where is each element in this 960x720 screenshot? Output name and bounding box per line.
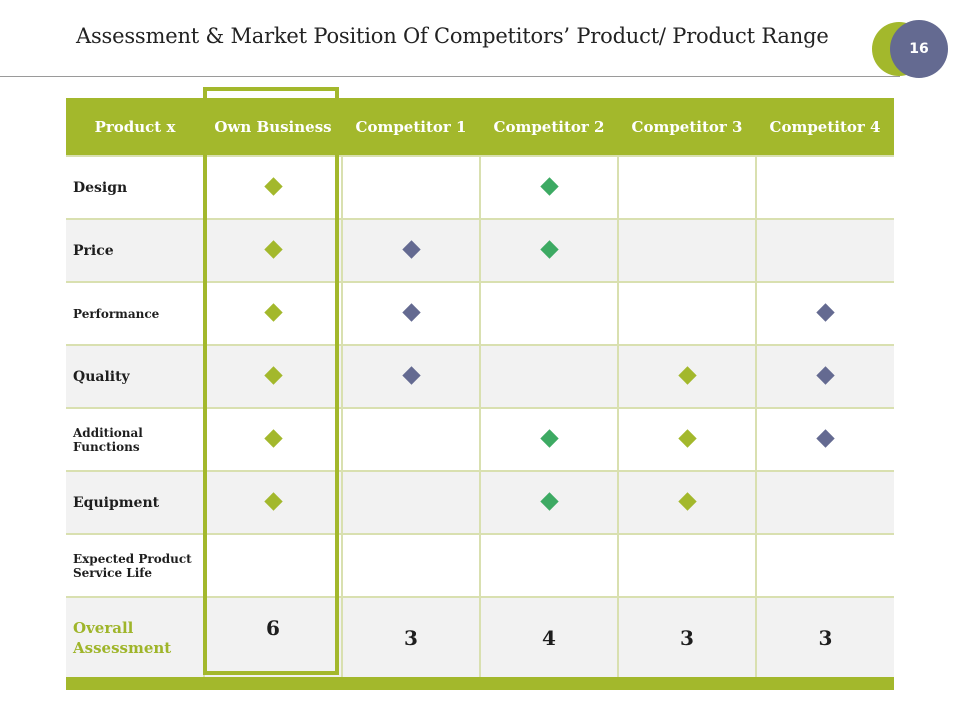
title-divider	[0, 76, 900, 77]
table-cell	[341, 281, 480, 345]
table-cell	[617, 533, 756, 597]
table-cell	[479, 155, 618, 219]
header-competitor-1: Competitor 1	[342, 98, 480, 156]
table-row: Quality	[66, 344, 894, 408]
table-cell	[479, 218, 618, 282]
table-row: Performance	[66, 281, 894, 345]
table-cell	[203, 533, 342, 597]
table-cell	[203, 155, 342, 219]
diamond-marker-icon	[816, 366, 835, 385]
page-number-badge: 16	[890, 20, 948, 78]
table-cell	[617, 281, 756, 345]
table-cell	[341, 344, 480, 408]
diamond-marker-icon	[401, 366, 421, 385]
table-cell	[341, 218, 480, 282]
table-cell	[755, 407, 894, 471]
header-competitor-3: Competitor 3	[618, 98, 756, 156]
score-competitor-4: 3	[755, 596, 894, 677]
header-own-business: Own Business	[204, 98, 342, 156]
row-label: Additional Functions	[66, 407, 204, 471]
diamond-marker-icon	[539, 240, 559, 259]
table-cell	[479, 344, 618, 408]
slide-title: Assessment & Market Position Of Competit…	[76, 24, 829, 48]
table-cell	[341, 470, 480, 534]
table-cell	[203, 470, 342, 534]
row-label: Price	[66, 218, 204, 282]
diamond-marker-icon	[539, 492, 559, 511]
table-cell	[755, 344, 894, 408]
score-competitor-1: 3	[341, 596, 480, 677]
diamond-marker-icon	[263, 177, 283, 196]
overall-assessment-row: Overall Assessment 6 3 4 3 3	[66, 596, 894, 677]
diamond-marker-icon	[677, 366, 697, 385]
footer-bar	[66, 677, 894, 690]
header-competitor-4: Competitor 4	[756, 98, 894, 156]
table-cell	[203, 281, 342, 345]
table-cell	[341, 155, 480, 219]
table-row: Price	[66, 218, 894, 282]
table-row: Equipment	[66, 470, 894, 534]
diamond-marker-icon	[263, 303, 283, 322]
diamond-marker-icon	[401, 303, 421, 322]
diamond-marker-icon	[539, 429, 559, 448]
diamond-marker-icon	[263, 429, 283, 448]
score-competitor-2: 4	[479, 596, 618, 677]
row-label: Design	[66, 155, 204, 219]
table-cell	[341, 407, 480, 471]
table-row: Design	[66, 155, 894, 219]
table-row: Expected Product Service Life	[66, 533, 894, 597]
diamond-marker-icon	[263, 366, 283, 385]
header-competitor-2: Competitor 2	[480, 98, 618, 156]
table-cell	[479, 470, 618, 534]
header-product-x: Product x	[66, 98, 204, 156]
table-cell	[617, 407, 756, 471]
table-cell	[341, 533, 480, 597]
table-cell	[479, 407, 618, 471]
table-cell	[755, 533, 894, 597]
row-label: Expected Product Service Life	[66, 533, 204, 597]
table-cell	[617, 218, 756, 282]
table-header-row: Product x Own Business Competitor 1 Comp…	[66, 98, 894, 156]
table-cell	[755, 155, 894, 219]
diamond-marker-icon	[539, 177, 559, 196]
competitor-assessment-table: Product x Own Business Competitor 1 Comp…	[66, 98, 894, 690]
table-cell	[617, 470, 756, 534]
diamond-marker-icon	[677, 429, 697, 448]
table-cell	[479, 281, 618, 345]
table-cell	[617, 155, 756, 219]
table-cell	[479, 533, 618, 597]
table-cell	[203, 407, 342, 471]
row-label: Quality	[66, 344, 204, 408]
row-label: Performance	[66, 281, 204, 345]
diamond-marker-icon	[816, 303, 835, 322]
score-own-business: 6	[203, 596, 342, 677]
diamond-marker-icon	[816, 429, 835, 448]
overall-assessment-label: Overall Assessment	[66, 596, 204, 677]
table-cell	[203, 218, 342, 282]
table-footer-bar	[66, 677, 894, 690]
table-cell	[617, 344, 756, 408]
table-cell	[203, 344, 342, 408]
diamond-marker-icon	[401, 240, 421, 259]
score-competitor-3: 3	[617, 596, 756, 677]
diamond-marker-icon	[263, 492, 283, 511]
table-cell	[755, 281, 894, 345]
diamond-marker-icon	[263, 240, 283, 259]
table-row: Additional Functions	[66, 407, 894, 471]
table-cell	[755, 470, 894, 534]
table-cell	[755, 218, 894, 282]
diamond-marker-icon	[677, 492, 697, 511]
row-label: Equipment	[66, 470, 204, 534]
